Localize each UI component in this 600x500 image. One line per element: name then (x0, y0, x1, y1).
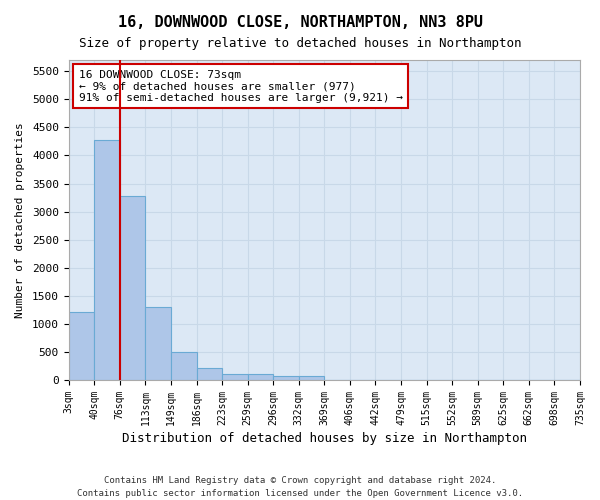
Bar (248, 374, 273, 380)
Text: 16 DOWNWOOD CLOSE: 73sqm
← 9% of detached houses are smaller (977)
91% of semi-d: 16 DOWNWOOD CLOSE: 73sqm ← 9% of detache… (79, 70, 403, 103)
Bar (68, 312, 94, 380)
Text: 16, DOWNWOOD CLOSE, NORTHAMPTON, NN3 8PU: 16, DOWNWOOD CLOSE, NORTHAMPTON, NN3 8PU (118, 15, 482, 30)
Bar (222, 374, 248, 380)
Bar (273, 376, 299, 380)
Bar (197, 368, 222, 380)
Bar (299, 376, 325, 380)
Bar (145, 307, 171, 380)
Text: Size of property relative to detached houses in Northampton: Size of property relative to detached ho… (79, 38, 521, 51)
X-axis label: Distribution of detached houses by size in Northampton: Distribution of detached houses by size … (122, 432, 527, 445)
Bar (120, 196, 145, 380)
Bar (94, 140, 120, 380)
Text: Contains public sector information licensed under the Open Government Licence v3: Contains public sector information licen… (77, 488, 523, 498)
Y-axis label: Number of detached properties: Number of detached properties (15, 122, 25, 318)
Text: Contains HM Land Registry data © Crown copyright and database right 2024.: Contains HM Land Registry data © Crown c… (104, 476, 496, 485)
Bar (171, 352, 197, 380)
